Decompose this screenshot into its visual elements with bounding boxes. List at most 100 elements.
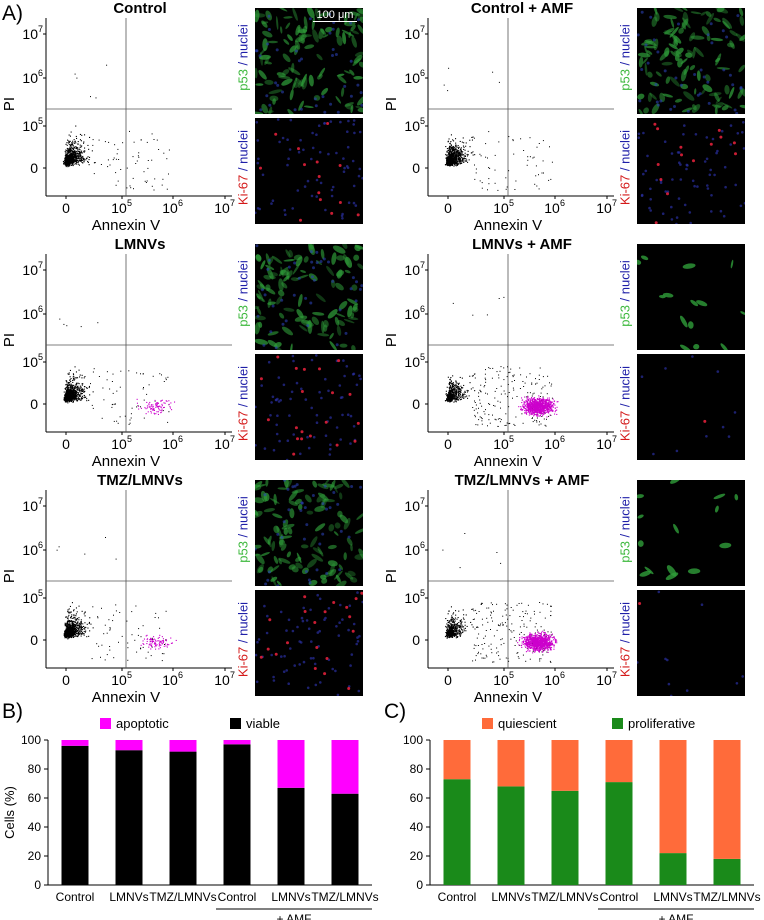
y-axis-label: PI <box>1 333 18 347</box>
x-tick-label: LMNVs <box>653 890 692 904</box>
y-tick-label: 10 <box>404 498 420 514</box>
bar-chart-proliferation: quiescient proliferative 0 20 40 60 80 100 Contr… <box>403 716 761 920</box>
x-tick-exponent: 7 <box>612 198 617 208</box>
y-tick-label: 0 <box>412 396 420 412</box>
x-tick-label: 10 <box>596 200 612 216</box>
y-axis-label: PI <box>383 97 400 111</box>
x-tick-label: 10 <box>214 672 230 688</box>
scatter-points <box>444 296 559 427</box>
y-tick-label: 10 <box>22 354 38 370</box>
y-tick-label: 0 <box>30 632 38 648</box>
x-tick-label: Control <box>56 890 95 904</box>
x-tick-label: 10 <box>544 200 560 216</box>
nuclei-label: / nuclei <box>235 365 251 411</box>
y-tick-exponent: 7 <box>38 496 43 506</box>
x-tick-label: 0 <box>444 672 452 688</box>
bar-segment-apoptotic <box>277 740 305 788</box>
p53-channel-label: p53 / nuclei <box>618 475 633 585</box>
y-tick-exponent: 5 <box>420 352 425 362</box>
nuclei-label: / nuclei <box>617 129 633 175</box>
y-tick-label: 10 <box>22 70 38 86</box>
flow-plot-title: Control <box>113 0 167 17</box>
bar-segment-apoptotic <box>61 740 89 746</box>
p53-channel-label: p53 / nuclei <box>236 475 251 585</box>
y-axis-label: PI <box>1 569 18 583</box>
y-tick-label: 10 <box>404 354 420 370</box>
y-tick-label: 0 <box>416 878 423 892</box>
y-tick-exponent: 6 <box>38 540 43 550</box>
y-tick-label: 10 <box>22 306 38 322</box>
nuclei-label: / nuclei <box>617 496 633 542</box>
x-tick-label: 0 <box>444 436 452 452</box>
p53-label: p53 <box>617 541 633 563</box>
flow-plot-title: TMZ/LMNVs + AMF <box>454 472 590 489</box>
y-tick-label: 10 <box>22 262 38 278</box>
x-tick-label: 10 <box>596 672 612 688</box>
bar-segment-quiescient <box>497 740 525 787</box>
flow-plot-title: Control + AMF <box>470 0 574 17</box>
x-tick-label: Control <box>600 890 639 904</box>
y-axis-label: PI <box>1 97 18 111</box>
ki67-channel-label: Ki-67 / nuclei <box>618 349 633 459</box>
p53-channel-label: p53 / nuclei <box>618 3 633 113</box>
panel-label-c: C) <box>384 700 407 723</box>
nuclei-label: / nuclei <box>617 601 633 647</box>
p53-micrograph <box>255 480 363 586</box>
y-tick-label: 10 <box>404 306 420 322</box>
y-tick-label: 40 <box>28 820 42 834</box>
y-tick-label: 10 <box>22 590 38 606</box>
x-tick-label: 0 <box>62 672 70 688</box>
y-tick-exponent: 6 <box>420 304 425 314</box>
nuclei-label: / nuclei <box>235 24 251 70</box>
x-tick-label: 10 <box>544 436 560 452</box>
x-tick-label: 0 <box>62 200 70 216</box>
p53-label: p53 <box>617 69 633 91</box>
x-tick-label: 10 <box>111 436 127 452</box>
flow-plot-title: TMZ/LMNVs <box>97 472 183 489</box>
x-tick-label: LMNVs <box>271 890 310 904</box>
x-tick-label: Control <box>438 890 477 904</box>
p53-micrograph <box>637 8 745 114</box>
y-tick-exponent: 7 <box>38 24 43 34</box>
p53-micrograph <box>637 244 745 350</box>
x-tick-exponent: 5 <box>127 198 132 208</box>
bar-segment-quiescient <box>443 740 471 780</box>
ki67-label: Ki-67 <box>617 174 633 206</box>
x-tick-label: 0 <box>62 436 70 452</box>
y-tick-exponent: 5 <box>38 352 43 362</box>
p53-micrograph <box>637 480 745 586</box>
panel-label-a: A) <box>2 2 23 25</box>
x-axis-label: Annexin V <box>474 453 542 470</box>
bar-segment-proliferative <box>497 786 525 885</box>
scale-bar: 100 μm <box>313 9 357 22</box>
y-tick-label: 10 <box>404 542 420 558</box>
nuclei-label: / nuclei <box>235 129 251 175</box>
x-axis-label: Annexin V <box>92 217 160 234</box>
legend-swatch <box>612 718 623 729</box>
x-tick-exponent: 6 <box>560 670 565 680</box>
p53-label: p53 <box>235 541 251 563</box>
y-tick-label: 10 <box>22 26 38 42</box>
y-tick-label: 0 <box>412 160 420 176</box>
x-tick-label: 10 <box>214 200 230 216</box>
p53-channel-label: p53 / nuclei <box>236 239 251 349</box>
y-axis-label: PI <box>383 569 400 583</box>
bar-segment-viable <box>61 745 89 885</box>
bar-segment-quiescient <box>605 740 633 783</box>
y-tick-exponent: 7 <box>420 496 425 506</box>
y-tick-label: 10 <box>404 70 420 86</box>
y-tick-exponent: 5 <box>38 588 43 598</box>
bar-segment-viable <box>277 787 305 885</box>
y-tick-exponent: 6 <box>420 540 425 550</box>
y-tick-exponent: 5 <box>38 116 43 126</box>
x-tick-label: 10 <box>111 200 127 216</box>
x-tick-exponent: 7 <box>230 434 235 444</box>
ki67-label: Ki-67 <box>617 646 633 678</box>
x-tick-label: 10 <box>544 672 560 688</box>
y-tick-label: 60 <box>28 791 42 805</box>
y-tick-label: 0 <box>34 878 41 892</box>
x-tick-label: 0 <box>444 200 452 216</box>
